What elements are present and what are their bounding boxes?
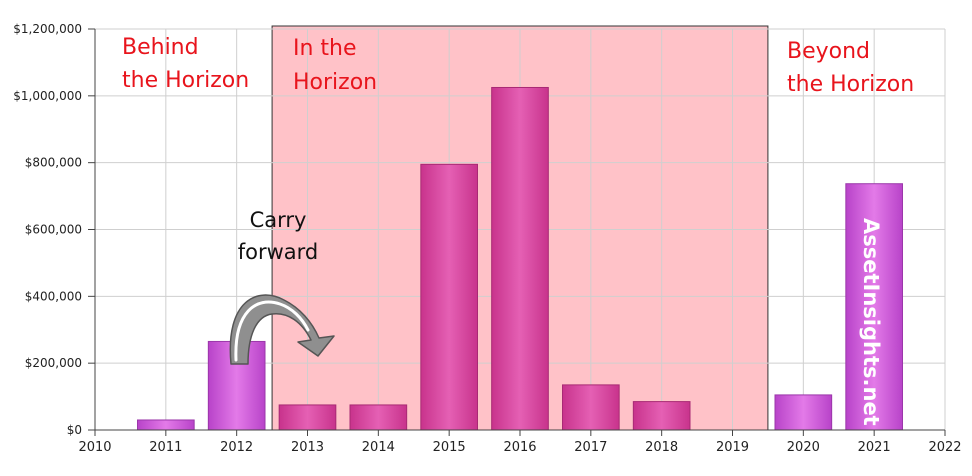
- y-tick-label: $400,000: [25, 289, 82, 303]
- behind-horizon-label: Behind: [122, 35, 199, 60]
- x-tick-label: 2020: [787, 440, 820, 455]
- y-tick-label: $600,000: [25, 223, 82, 237]
- bar-2020: [774, 394, 833, 431]
- x-tick-label: 2011: [149, 440, 182, 455]
- x-tick-label: 2015: [433, 440, 466, 455]
- watermark-text: AssetInsights.net: [859, 218, 883, 426]
- beyond-horizon-label: Beyond: [787, 39, 870, 64]
- bar-2018: [632, 401, 691, 431]
- y-tick-label: $0: [67, 423, 82, 437]
- x-tick-label: 2018: [645, 440, 678, 455]
- bar-2015: [420, 163, 479, 431]
- x-tick-label: 2010: [78, 440, 111, 455]
- y-tick-label: $1,200,000: [13, 22, 82, 36]
- in-horizon-label-2: Horizon: [293, 70, 377, 95]
- x-tick-labels: 2010 2011 2012 2013 2014 2015 2016 2017 2018 2019…: [78, 430, 962, 455]
- y-tick-label: $200,000: [25, 356, 82, 370]
- y-tick-label: $800,000: [25, 156, 82, 170]
- y-tick-labels: $0 $200,000 $400,000 $600,000 $800,000 $1,000…: [13, 22, 95, 437]
- x-tick-label: 2013: [291, 440, 324, 455]
- carry-forward-arrow-highlight: [234, 300, 310, 362]
- bars: [137, 86, 903, 431]
- x-tick-label: 2016: [503, 440, 536, 455]
- x-tick-label: 2017: [574, 440, 607, 455]
- beyond-horizon-label-2: the Horizon: [787, 72, 914, 97]
- carry-forward-label: Carry: [250, 208, 307, 232]
- y-tick-label: $1,000,000: [13, 89, 82, 103]
- x-tick-label: 2019: [716, 440, 749, 455]
- bar-2011: [137, 419, 195, 431]
- bar-2017: [562, 384, 620, 431]
- carry-forward-arrow-icon: [229, 294, 335, 365]
- bar-2021: [845, 183, 903, 431]
- x-tick-label: 2022: [928, 440, 961, 455]
- in-horizon-label: In the: [293, 36, 357, 61]
- bar-2014: [349, 404, 408, 431]
- x-tick-label: 2021: [858, 440, 891, 455]
- carry-forward-label-2: forward: [238, 240, 319, 264]
- bar-2016: [491, 86, 549, 431]
- bar-2013: [278, 404, 337, 431]
- x-tick-label: 2014: [362, 440, 395, 455]
- behind-horizon-label-2: the Horizon: [122, 68, 249, 93]
- x-tick-label: 2012: [220, 440, 253, 455]
